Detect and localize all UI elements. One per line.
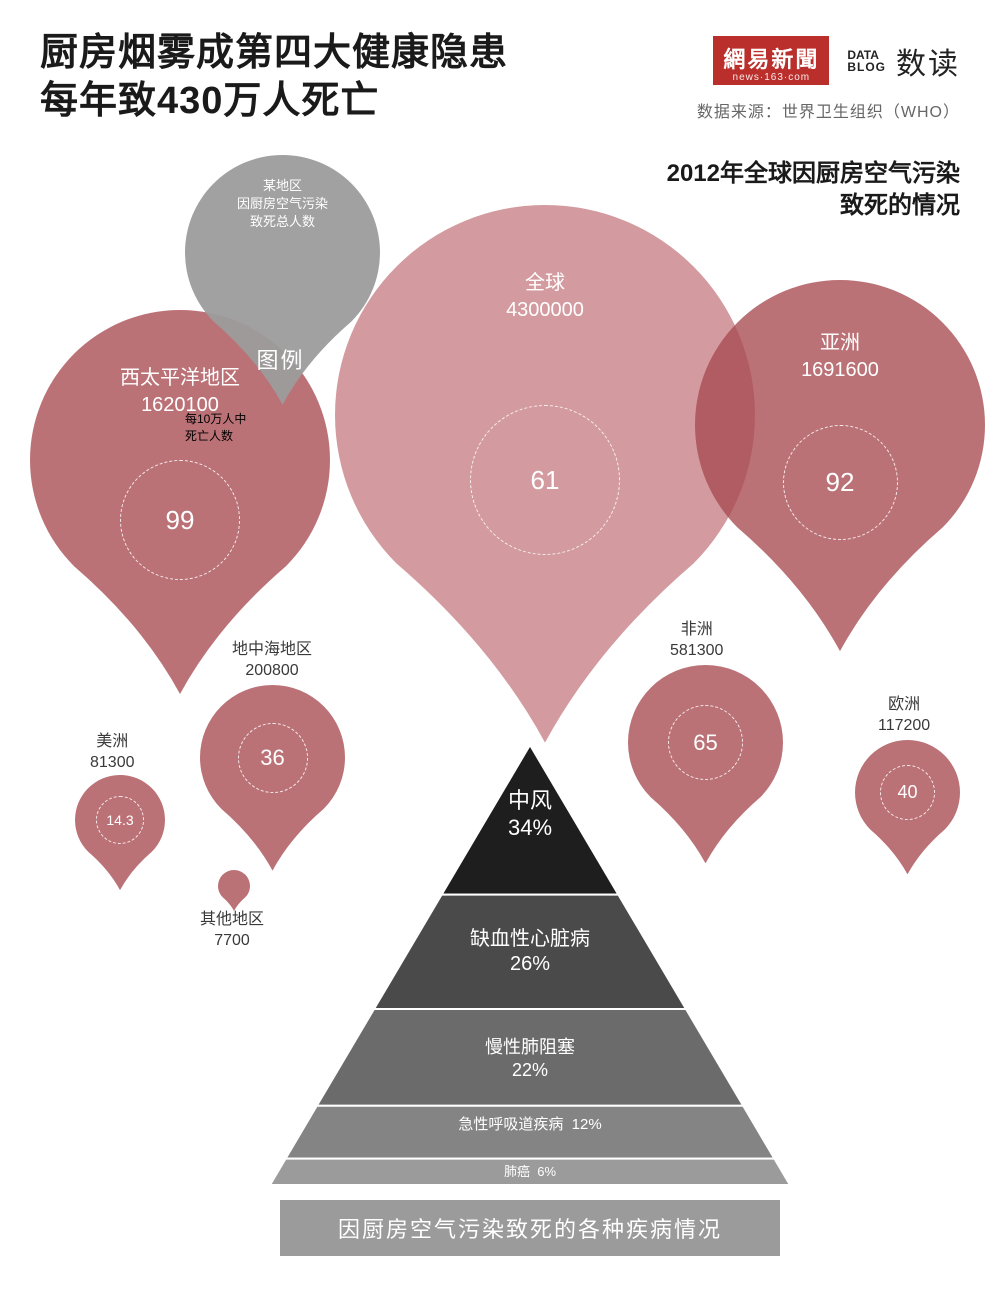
pyramid-row-4: 肺癌 6% bbox=[270, 1164, 790, 1180]
legend-outer-text: 某地区因厨房空气污染致死总人数 bbox=[185, 177, 380, 232]
drop-ring-asia: 92 bbox=[783, 425, 898, 540]
drop-asia: 亚洲1691600 92 bbox=[695, 280, 985, 651]
drop-ring-americas: 14.3 bbox=[96, 796, 144, 844]
drop-global: 全球4300000 61 bbox=[335, 205, 755, 743]
legend-drop: 某地区因厨房空气污染致死总人数每10万人中死亡人数 图例 bbox=[185, 155, 380, 492]
title-line-1: 厨房烟雾成第四大健康隐患 bbox=[40, 30, 508, 78]
drop-ring-global: 61 bbox=[470, 405, 620, 555]
drop-label-europe: 欧洲117200 bbox=[878, 695, 930, 737]
netease-logo: 網易新聞 news·163·com bbox=[713, 36, 829, 85]
pyramid: 中风34% 缺血性心脏病26% 慢性肺阻塞22% 急性呼吸道疾病 12% 肺癌 6% bbox=[270, 745, 790, 1185]
drop-label-other: 其他地区7700 bbox=[200, 910, 264, 952]
pyramid-row-2: 慢性肺阻塞22% bbox=[270, 1036, 790, 1081]
netease-cn: 網易新聞 bbox=[723, 42, 819, 74]
datablog-cn: 数读 bbox=[896, 39, 960, 83]
datablog-logo: DATA BLOG 数读 bbox=[847, 39, 960, 83]
drop-europe: 40 bbox=[855, 740, 960, 874]
pyramid-row-1: 缺血性心脏病26% bbox=[270, 927, 790, 977]
drop-americas: 14.3 bbox=[75, 775, 165, 890]
data-source: 数据来源：世界卫生组织（WHO） bbox=[697, 98, 960, 122]
drop-label-med: 地中海地区200800 bbox=[232, 640, 312, 682]
title-line-2: 每年致430万人死亡 bbox=[40, 78, 508, 126]
drop-ring-europe: 40 bbox=[880, 765, 935, 820]
drop-label-americas: 美洲81300 bbox=[90, 732, 135, 774]
drop-label-global: 全球4300000 bbox=[335, 270, 755, 324]
pyramid-row-0: 中风34% bbox=[270, 787, 790, 842]
datablog-en: DATA BLOG bbox=[847, 49, 886, 73]
legend-caption: 图例 bbox=[257, 343, 305, 375]
netease-en: news·163·com bbox=[723, 72, 819, 83]
drop-other bbox=[218, 870, 250, 911]
subtitle-line-1: 2012年全球因厨房空气污染 bbox=[667, 158, 960, 190]
drop-label-asia: 亚洲1691600 bbox=[695, 330, 985, 384]
pyramid-caption: 因厨房空气污染致死的各种疾病情况 bbox=[280, 1200, 780, 1256]
legend-inner-ring: 每10万人中死亡人数 bbox=[185, 410, 267, 492]
pyramid-row-3: 急性呼吸道疾病 12% bbox=[270, 1116, 790, 1135]
title-block: 厨房烟雾成第四大健康隐患 每年致430万人死亡 bbox=[40, 30, 508, 125]
drop-label-africa: 非洲581300 bbox=[670, 620, 723, 662]
logo-block: 網易新聞 news·163·com DATA BLOG 数读 bbox=[713, 36, 960, 85]
